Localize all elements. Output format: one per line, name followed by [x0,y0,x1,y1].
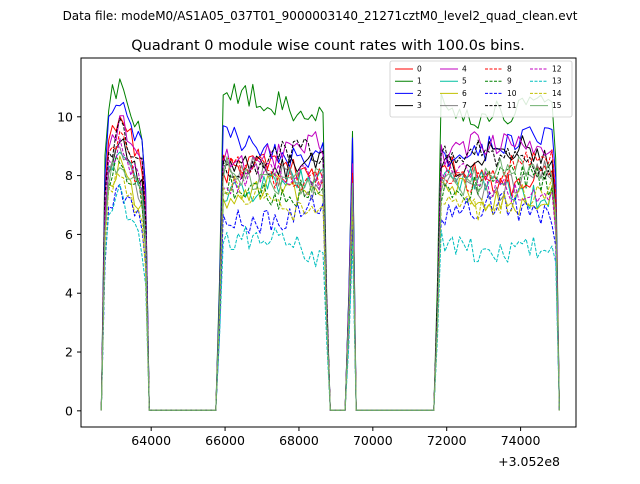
x-offset-label: +3.052e8 [498,454,560,469]
x-tick-label: 70000 [353,433,393,448]
legend-box [389,60,573,118]
legend-label-7: 7 [462,101,467,110]
x-tick-label: 64000 [131,433,171,448]
y-tick-label: 2 [65,345,73,360]
legend-label-14: 14 [552,89,562,98]
plot-lines [100,78,560,411]
legend-label-8: 8 [507,65,512,74]
series-line-9 [100,155,560,411]
y-tick-label: 6 [65,227,73,242]
x-tick-label: 72000 [427,433,467,448]
y-tick-label: 0 [65,403,73,418]
y-tick-label: 10 [57,109,73,124]
legend-label-12: 12 [552,65,562,74]
x-tick-label: 68000 [279,433,319,448]
legend-label-4: 4 [462,65,467,74]
legend-label-11: 11 [507,101,517,110]
legend-label-1: 1 [417,77,422,86]
legend-label-15: 15 [552,101,562,110]
chart-title: Quadrant 0 module wise count rates with … [131,38,525,54]
legend-label-10: 10 [507,89,517,98]
legend-label-5: 5 [462,77,467,86]
y-tick-label: 8 [65,168,73,183]
legend-label-13: 13 [552,77,562,86]
x-tick-label: 66000 [205,433,245,448]
legend-label-2: 2 [417,89,422,98]
suptitle: Data file: modeM0/AS1A05_037T01_90000031… [63,9,578,23]
axes-frame [80,57,577,428]
legend-label-0: 0 [417,65,422,74]
legend-label-9: 9 [507,77,512,86]
legend-label-6: 6 [462,89,467,98]
y-tick-label: 4 [65,286,73,301]
x-tick-label: 74000 [501,433,541,448]
legend-label-3: 3 [417,101,422,110]
series-line-15 [100,156,560,411]
